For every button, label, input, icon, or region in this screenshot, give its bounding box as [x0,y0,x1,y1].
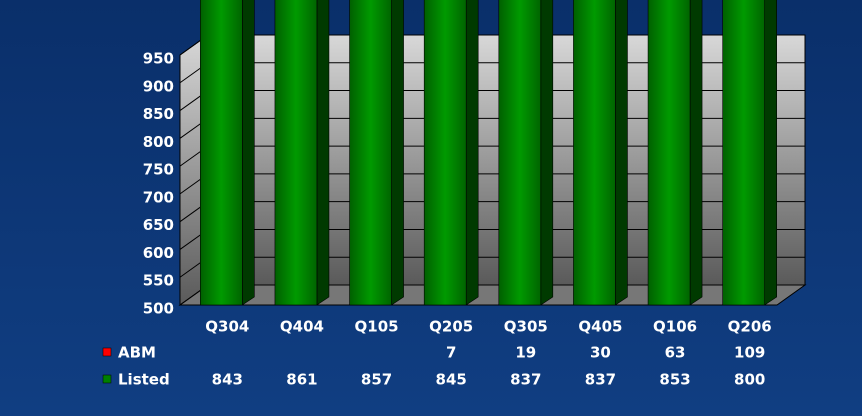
bar-side [391,0,404,306]
table-value: 19 [515,344,536,362]
x-tick-label: Q404 [280,318,324,336]
table-value: 63 [665,344,686,362]
y-tick-label: 750 [143,161,174,179]
table-value: 30 [590,344,611,362]
table-value: 837 [585,371,616,389]
x-tick-label: Q206 [728,318,772,336]
legend-swatch [102,347,112,357]
x-tick-label: Q106 [653,318,697,336]
bar [200,0,243,306]
floor [178,284,807,306]
table-value: 7 [446,344,456,362]
bar [647,0,691,306]
bar-side [615,0,628,306]
table-value: 853 [659,371,690,389]
x-tick-label: Q305 [504,318,548,336]
bar [573,0,616,306]
y-tick-label: 850 [143,105,174,123]
bar [274,0,318,306]
y-tick-label: 950 [143,50,174,68]
bar-side [316,0,330,306]
table-value: 800 [734,371,765,389]
y-tick-label: 600 [143,244,174,262]
x-tick-label: Q405 [578,318,622,336]
bar [498,0,542,306]
x-tick-label: Q205 [429,318,473,336]
legend-label: ABM [118,344,156,362]
bar-side [764,0,777,306]
table-value: 861 [286,371,317,389]
table-value: 109 [734,344,765,362]
table-value: 857 [361,371,392,389]
table-value: 837 [510,371,541,389]
bar [349,0,392,306]
y-tick-label: 500 [143,300,174,318]
y-tick-label: 800 [143,133,174,151]
x-tick-label: Q304 [205,318,249,336]
bar-side [242,0,255,306]
table-value: 845 [436,371,467,389]
legend-swatch [102,374,112,384]
bar [423,0,467,306]
x-tick-label: Q105 [355,318,399,336]
y-tick-label: 650 [143,216,174,234]
y-tick-label: 700 [143,188,174,206]
legend-label: Listed [118,371,170,389]
bar [722,0,765,306]
y-tick-label: 900 [143,77,174,95]
bar-side [465,0,479,306]
table-value: 843 [212,371,243,389]
bar-side [540,0,554,306]
bar-side [689,0,703,306]
y-tick-label: 550 [143,272,174,290]
